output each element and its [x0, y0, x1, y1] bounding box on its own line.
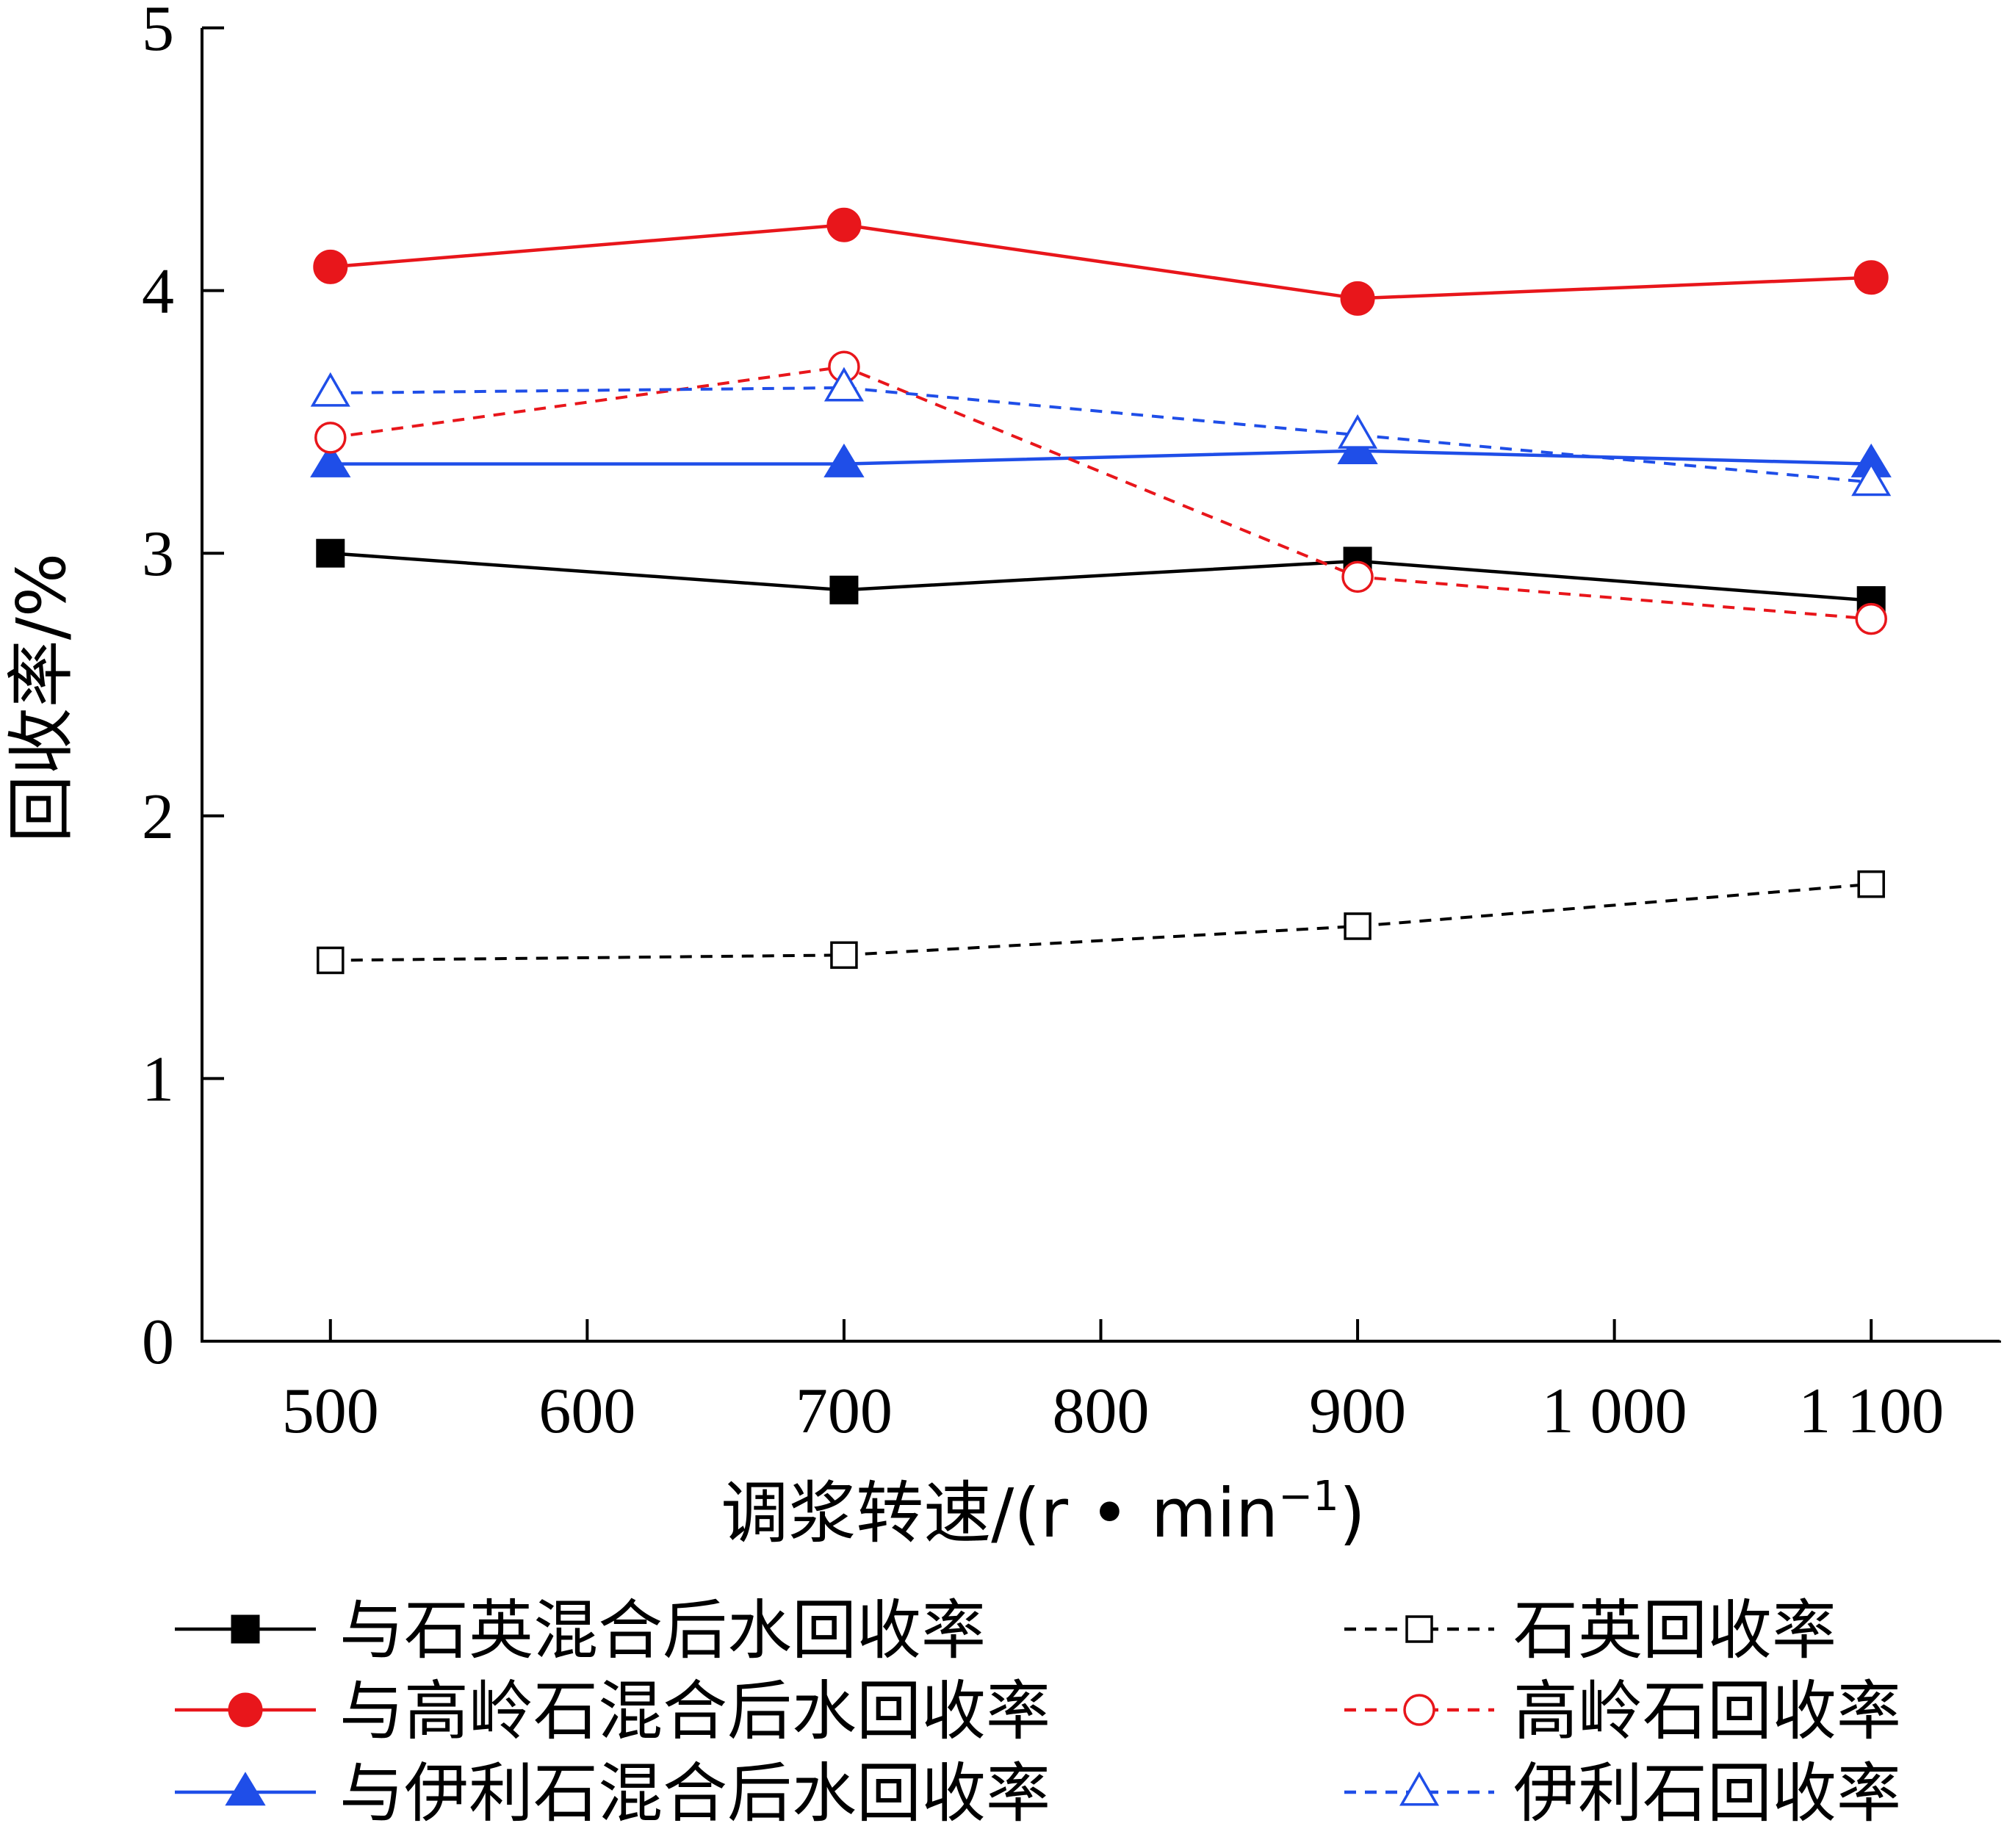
legend-label: 伊利石回收率	[1513, 1755, 1901, 1831]
y-tick-label: 5	[142, 0, 174, 65]
y-tick-label: 2	[142, 782, 174, 853]
x-tick-label: 1 100	[1798, 1376, 1944, 1447]
legend-item-6: 伊利石回收率	[1344, 1755, 1901, 1831]
series-line	[330, 551, 1872, 602]
circle-marker	[1403, 1694, 1435, 1726]
legend-item-5: 高岭石回收率	[1344, 1673, 1901, 1749]
square-marker	[1857, 870, 1885, 898]
series-2	[313, 207, 1889, 316]
circle-marker	[1341, 560, 1374, 593]
y-axis-ticks: 0 1 2 3 4 5	[142, 0, 224, 1378]
square-marker	[1344, 912, 1372, 940]
series-line	[330, 365, 1872, 621]
legend-item-2: 与高岭石混合后水回收率	[175, 1673, 1050, 1749]
x-axis-title-superscript: −1	[1278, 1473, 1339, 1520]
circle-marker	[313, 249, 348, 284]
x-axis-title-main: 调浆转速/(r • min	[721, 1474, 1278, 1553]
circle-marker	[228, 1692, 263, 1728]
triangle-marker	[310, 372, 350, 407]
series-line	[330, 882, 1872, 962]
circle-marker	[1853, 260, 1889, 295]
circle-marker	[1855, 602, 1887, 635]
triangle-marker	[310, 443, 351, 477]
x-tick-label: 600	[538, 1376, 635, 1447]
circle-marker	[314, 422, 347, 454]
triangle-marker	[823, 367, 864, 402]
circle-marker	[826, 207, 862, 242]
circle-marker	[1340, 281, 1375, 316]
x-tick-label: 500	[282, 1376, 379, 1447]
series-6	[310, 367, 1892, 497]
legend-item-1: 与石英混合后水回收率	[175, 1592, 986, 1668]
series-line	[330, 223, 1872, 300]
legend-label: 与石英混合后水回收率	[339, 1592, 986, 1668]
series-3	[310, 430, 1892, 477]
square-marker	[1405, 1615, 1433, 1643]
triangle-marker	[225, 1772, 266, 1806]
triangle-marker	[823, 443, 865, 477]
square-marker	[231, 1614, 260, 1644]
triangle-marker	[1399, 1771, 1440, 1806]
series-1	[316, 538, 1886, 616]
x-axis-title: 调浆转速/(r • min−1)	[721, 1473, 1365, 1553]
axis-lines	[201, 28, 2001, 1343]
triangle-marker	[1338, 414, 1378, 449]
square-marker	[317, 946, 345, 975]
y-tick-label: 0	[142, 1307, 174, 1378]
series-5	[314, 350, 1887, 635]
y-tick-label: 1	[142, 1044, 174, 1115]
square-marker	[830, 941, 858, 970]
y-tick-label: 3	[142, 519, 174, 590]
legend-label: 高岭石回收率	[1513, 1673, 1901, 1749]
y-axis-title: 回收率/%	[2, 553, 81, 842]
square-marker	[829, 575, 859, 604]
x-axis-ticks: 500 600 700 800 900 1 000 1 100	[282, 1319, 1944, 1447]
series-4	[317, 870, 1885, 975]
x-tick-label: 800	[1053, 1376, 1150, 1447]
plot-frame	[201, 28, 2001, 1343]
legend-label: 石英回收率	[1513, 1592, 1837, 1668]
x-tick-label: 1 000	[1542, 1376, 1687, 1447]
square-marker	[316, 538, 345, 568]
series-layer	[310, 207, 1892, 975]
legend-item-3: 与伊利石混合后水回收率	[175, 1755, 1050, 1831]
x-tick-label: 900	[1309, 1376, 1406, 1447]
y-tick-label: 4	[142, 256, 174, 328]
x-tick-label: 700	[796, 1376, 893, 1447]
legend-label: 与伊利石混合后水回收率	[339, 1755, 1050, 1831]
x-axis-title-close: )	[1339, 1474, 1366, 1553]
series-line	[330, 449, 1872, 466]
legend-label: 与高岭石混合后水回收率	[339, 1673, 1050, 1749]
legend-item-4: 石英回收率	[1344, 1592, 1837, 1668]
triangle-marker	[1851, 461, 1892, 497]
series-line	[330, 386, 1872, 484]
